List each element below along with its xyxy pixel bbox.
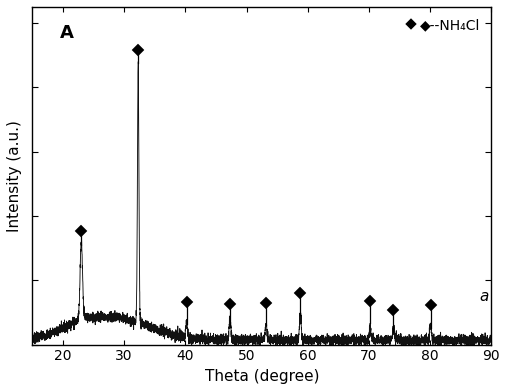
Text: A: A	[60, 24, 74, 42]
Y-axis label: Intensity (a.u.): Intensity (a.u.)	[7, 120, 22, 232]
X-axis label: Theta (degree): Theta (degree)	[204, 369, 319, 384]
Text: a: a	[480, 289, 489, 304]
Legend: ◆--NH₄Cl: ◆--NH₄Cl	[401, 13, 486, 38]
